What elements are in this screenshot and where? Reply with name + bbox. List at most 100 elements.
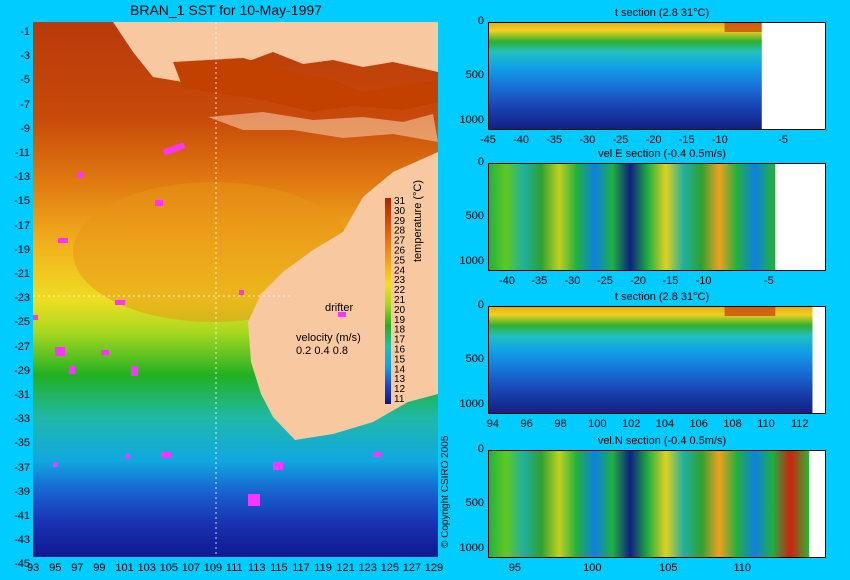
section-x-tick: -25 [596, 275, 613, 287]
section-y-tick: 0 [477, 443, 484, 455]
section-title: t section (2.8 31°C) [614, 7, 710, 19]
lat-tick-label: -23 [14, 292, 30, 305]
colorbar-tick-label: 29 [394, 216, 406, 227]
lat-tick-label: -29 [14, 364, 30, 377]
section-field [488, 306, 826, 414]
section-x-tick: -45 [480, 134, 496, 146]
section-land-mask [812, 306, 826, 414]
section-y-tick: 500 [465, 497, 484, 509]
section-plot [488, 306, 826, 414]
section-x-tick: 100 [588, 418, 607, 430]
velocity-label: velocity (m/s) [296, 332, 361, 344]
section-x-tick: 94 [486, 418, 499, 430]
section-x-tick: 104 [655, 418, 675, 430]
section-plot [488, 22, 826, 130]
colorbar-tick-label: 30 [394, 206, 406, 217]
lon-tick-label: 115 [270, 562, 288, 574]
colorbar-tick-label: 27 [394, 236, 406, 247]
lat-tick-label: -33 [14, 413, 30, 426]
section-land-mask [809, 450, 826, 558]
lon-tick-label: 109 [203, 562, 223, 574]
section-y-tick: 500 [465, 210, 484, 222]
lon-tick-label: 125 [380, 562, 399, 574]
lon-tick-label: 117 [292, 562, 310, 574]
section-x-tick: -30 [564, 275, 581, 287]
colorbar-tick-label: 16 [394, 345, 406, 356]
section-x-tick: 102 [621, 418, 641, 430]
colorbar-tick-label: 18 [394, 325, 406, 336]
section-x-tick: -15 [662, 275, 679, 287]
section-y-tick: 0 [477, 156, 484, 168]
copyright: © Copyright CSIRO 2005 [440, 435, 451, 548]
section-x-tick: -30 [579, 134, 596, 146]
colorbar-tick-label: 14 [394, 364, 406, 375]
colorbar-tick-label: 17 [394, 335, 406, 346]
section-x-tick: 110 [757, 418, 775, 430]
lat-tick-label: -41 [14, 510, 30, 522]
section-x-tick: -40 [498, 275, 515, 287]
colorbar-tick-label: 13 [394, 374, 406, 385]
drifter-markers [33, 142, 381, 506]
section-y-tick: 1000 [459, 542, 484, 555]
section-x-tick: -5 [778, 134, 788, 146]
section-x-tick: 112 [790, 418, 809, 430]
colorbar-tick-label: 24 [394, 265, 406, 276]
section-y-tick: 1000 [459, 398, 484, 411]
colorbar-tick-label: 21 [394, 295, 406, 306]
section-title: t section (2.8 31°C) [614, 291, 710, 303]
section-y-tick: 1000 [459, 255, 484, 268]
lon-tick-label: 113 [248, 562, 266, 574]
section-x-tick: -35 [531, 275, 548, 287]
lon-tick-label: 119 [314, 562, 332, 574]
map-title: BRAN_1 SST for 10-May-1997 [130, 2, 322, 18]
section-x-tick: -10 [711, 134, 728, 146]
lat-tick-label: -39 [14, 485, 30, 498]
section-x-tick: -35 [546, 134, 563, 146]
colorbar-tick-label: 20 [394, 305, 406, 316]
lat-tick-label: -37 [14, 461, 30, 474]
section-x-tick: 110 [733, 562, 752, 574]
lon-tick-label: 99 [93, 562, 106, 574]
section-x-tick: 108 [723, 418, 742, 430]
lat-tick-label: -21 [14, 268, 30, 280]
section-x-tick: 100 [583, 562, 602, 574]
section-title: vel.N section (-0.4 0.5m/s) [597, 435, 727, 447]
lon-tick-label: 103 [137, 562, 156, 574]
lat-tick-label: -17 [14, 219, 30, 232]
lat-tick-label: -3 [20, 50, 30, 63]
lon-tick-label: 127 [402, 562, 422, 574]
section-y-tick: 500 [465, 69, 484, 81]
lon-tick-label: 93 [27, 562, 40, 574]
colorbar-ticks: 3130292827262524232221201918171615141312… [394, 196, 406, 405]
colorbar-tick-label: 31 [394, 196, 406, 207]
lat-tick-label: -11 [14, 147, 30, 159]
lon-tick-label: 95 [49, 562, 62, 574]
section-x-tick: -5 [763, 275, 774, 287]
lon-tick-label: 105 [159, 562, 178, 574]
lat-tick-label: -13 [14, 171, 30, 184]
section-field [488, 450, 826, 558]
lon-tick-label: 111 [225, 562, 243, 574]
lat-tick-label: -7 [20, 98, 30, 111]
colorbar-label: temperature (°C) [412, 179, 424, 262]
lat-tick-label: -45 [14, 558, 30, 571]
colorbar [385, 198, 391, 404]
section-x-tick: -40 [513, 134, 530, 146]
section-land-mask [761, 22, 826, 130]
section-y-tick: 0 [477, 15, 484, 27]
section-plot [488, 450, 826, 558]
lat-tick-label: -15 [14, 195, 30, 208]
colorbar-tick-label: 25 [394, 255, 406, 266]
lon-tick-label: 121 [336, 562, 355, 574]
velocity-scale: 0.2 0.4 0.8 [296, 345, 348, 357]
lat-tick-label: -27 [14, 340, 30, 353]
lat-tick-label: -43 [14, 534, 30, 547]
lon-tick-label: 129 [424, 562, 444, 574]
lon-tick-label: 107 [181, 562, 201, 574]
lon-tick-label: 101 [115, 562, 134, 574]
section-x-tick: -25 [612, 134, 629, 146]
lon-tick-label: 123 [358, 562, 377, 574]
section-plot [488, 163, 826, 271]
lat-tick-label: -25 [14, 316, 30, 329]
section-title: vel.E section (-0.4 0.5m/s) [598, 148, 726, 160]
